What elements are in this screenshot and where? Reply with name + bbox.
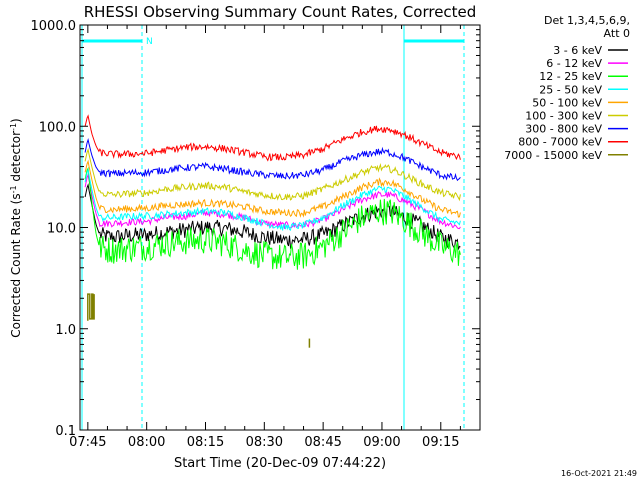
attenuator-annotation: N (146, 37, 153, 47)
legend-label: 12 - 25 keV (539, 70, 602, 83)
legend-label: 100 - 300 keV (525, 110, 602, 123)
legend-title-line-1: Det 1,3,4,5,6,9, (544, 14, 630, 27)
x-axis-label: Start Time (20-Dec-09 07:44:22) (174, 456, 386, 471)
text-layer: RHESSI Observing Summary Count Rates, Co… (9, 3, 638, 478)
series-line-2 (84, 166, 461, 270)
series-line-6 (84, 137, 461, 182)
legend-label: 7000 - 15000 keV (504, 149, 602, 162)
x-tick-label: 08:30 (246, 435, 283, 450)
legend-label: 300 - 800 keV (525, 123, 602, 136)
legend-label: 50 - 100 keV (532, 96, 602, 109)
y-axis-label: Corrected Count Rate (s-1 detector-1) (9, 118, 24, 337)
legend-label: 800 - 7000 keV (518, 136, 602, 149)
x-tick-label: 09:15 (422, 435, 459, 450)
chart-title: RHESSI Observing Summary Count Rates, Co… (84, 3, 477, 21)
series-line-4 (84, 159, 461, 218)
legend-title-line-2: Att 0 (604, 27, 630, 40)
series-layer (84, 114, 461, 348)
x-tick-label: 08:00 (128, 435, 165, 450)
series-line-7 (84, 114, 461, 162)
series-line-0 (84, 183, 461, 250)
y-tick-label: 0.1 (55, 424, 76, 439)
y-tick-label: 100.0 (39, 120, 76, 135)
series-line-3 (84, 167, 461, 231)
series-line-8 (87, 293, 95, 321)
legend-label: 3 - 6 keV (553, 44, 602, 57)
series-line-5 (84, 147, 461, 202)
axis-ticks (80, 24, 481, 431)
x-tick-label: 08:45 (304, 435, 341, 450)
x-tick-label: 08:15 (187, 435, 224, 450)
footer-timestamp: 16-Oct-2021 21:49 (561, 469, 637, 478)
y-tick-label: 1.0 (55, 323, 76, 338)
x-tick-label: 07:45 (69, 435, 106, 450)
legend-label: 6 - 12 keV (546, 57, 602, 70)
y-tick-label: 10.0 (47, 222, 76, 237)
y-tick-label: 1000.0 (31, 19, 77, 34)
legend-label: 25 - 50 keV (539, 83, 602, 96)
x-tick-label: 09:00 (363, 435, 400, 450)
